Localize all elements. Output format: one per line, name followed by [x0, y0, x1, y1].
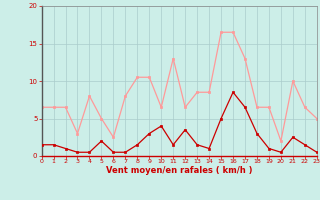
X-axis label: Vent moyen/en rafales ( km/h ): Vent moyen/en rafales ( km/h ) — [106, 166, 252, 175]
